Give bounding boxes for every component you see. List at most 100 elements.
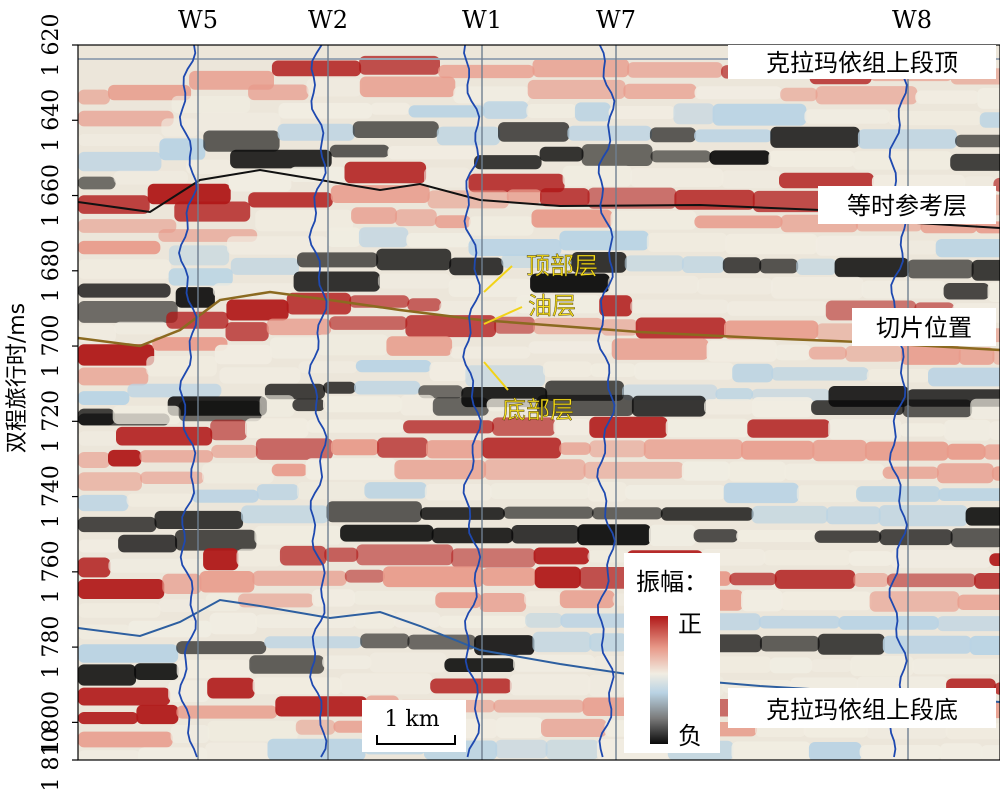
amplitude-band [227,236,329,255]
amplitude-band [271,60,362,77]
amplitude-band [453,86,530,104]
amplitude-band [158,599,208,613]
amplitude-band [78,283,171,298]
y-tick-label: 1 740 [39,465,64,528]
amplitude-band [168,767,265,787]
amplitude-band [938,488,1000,501]
amplitude-band [624,255,684,272]
amplitude-band [426,440,484,459]
amplitude-band [977,88,1000,109]
amplitude-band [230,257,299,275]
legend-positive-label: 正 [678,610,702,638]
amplitude-band [278,102,373,119]
amplitude-band [444,658,516,672]
amplitude-band [252,677,342,695]
amplitude-band [205,593,241,612]
amplitude-band [245,418,309,438]
amplitude-band [812,439,867,462]
amplitude-band [482,437,562,459]
y-tick-label: 1 620 [39,14,64,77]
amplitude-band [808,346,847,360]
amplitude-band [304,764,371,776]
amplitude-band [449,257,504,276]
amplitude-band [330,185,430,203]
amplitude-band [78,557,111,578]
amplitude-band [815,235,905,256]
amplitude-band [950,153,1000,171]
amplitude-band [432,397,489,416]
amplitude-band [965,507,1000,526]
y-tick-label: 1 640 [39,89,64,152]
amplitude-band [78,151,162,172]
amplitude-band [780,87,818,102]
amplitude-band [728,461,787,482]
amplitude-band [890,549,992,568]
amplitude-band [624,484,726,500]
well-label-w7: W7 [596,6,636,34]
ref-label-box [818,186,996,224]
amplitude-band [492,417,556,436]
amplitude-band [534,566,581,589]
amplitude-band [116,426,213,446]
amplitude-band [559,230,649,251]
amplitude-band [971,259,1000,281]
amplitude-band [203,548,239,571]
amplitude-band [78,644,179,663]
amplitude-band [259,395,295,417]
legend-box [624,553,720,753]
amplitude-band [509,674,591,696]
amplitude-band [694,129,773,143]
y-tick-label: 1 760 [39,540,64,603]
amplitude-band [358,227,409,248]
amplitude-band [78,110,174,127]
amplitude-band [588,674,625,697]
amplitude-band [439,300,518,316]
amplitude-band [643,439,743,460]
amplitude-band [474,155,542,170]
amplitude-band [775,344,811,361]
y-tick-label: 1 780 [39,616,64,679]
amplitude-band [344,161,427,184]
y-tick-label: 1 660 [39,164,64,227]
amplitude-band [78,240,161,255]
amplitude-band [741,440,815,460]
amplitude-band [78,775,129,790]
amplitude-band [479,593,527,612]
y-tick: 1 780 [39,616,78,679]
plot-frame [77,44,1000,761]
amplitude-band [175,287,215,308]
amplitude-band [725,233,818,255]
legend-title: 振幅： [636,568,708,596]
amplitude-band [78,472,142,491]
y-tick: 1 720 [39,390,78,453]
amplitude-band [168,245,230,266]
amplitude-band [78,89,110,105]
amplitude-band [108,449,142,467]
amplitude-band [559,590,615,609]
amplitude-band [545,739,599,760]
amplitude-band [326,501,422,523]
amplitude-band [957,594,1000,610]
amplitude-band [370,102,411,115]
amplitude-band [474,635,535,656]
amplitude-band [817,633,885,655]
amplitude-band [78,431,118,446]
amplitude-band [408,105,486,118]
amplitude-band [329,144,390,158]
well-log-curve [308,45,328,758]
amplitude-band [279,545,327,566]
layer-label-top: 顶部层 [526,252,598,280]
amplitude-band [78,539,121,553]
amplitude-band [364,482,427,499]
amplitude-band [118,534,178,553]
layer-pointer-oil [483,306,523,325]
amplitude-band [199,571,255,593]
amplitude-band [768,150,855,167]
amplitude-band [369,652,447,673]
layer-pointer-top [483,265,513,293]
amplitude-band [248,192,333,208]
amplitude-band [646,232,728,252]
amplitude-band [406,232,471,248]
amplitude-band [78,176,116,190]
amplitude-band [804,109,890,124]
